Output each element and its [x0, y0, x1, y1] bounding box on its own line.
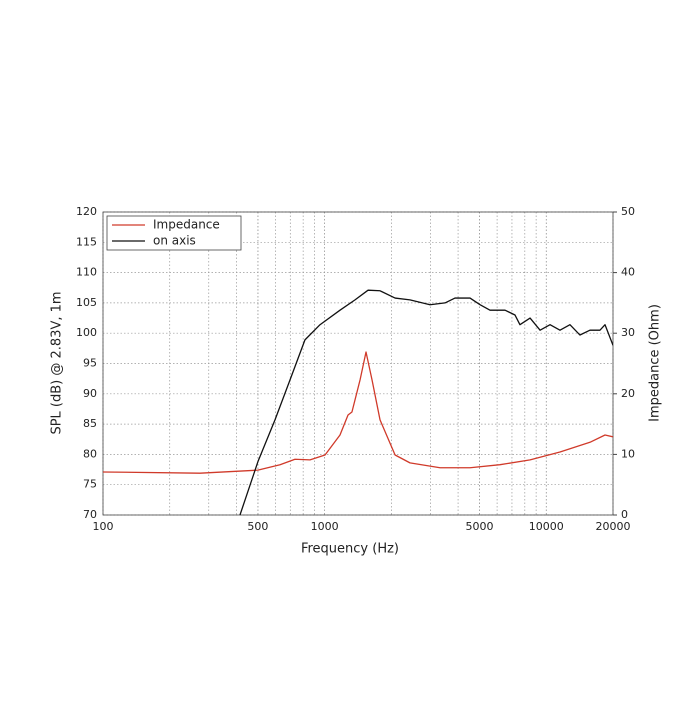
x-axis-label: Frequency (Hz) — [301, 542, 399, 557]
legend-label: Impedance — [153, 218, 220, 232]
x-tick-label: 100 — [93, 520, 114, 533]
y-tick-label: 95 — [83, 357, 97, 370]
y-tick-label: 75 — [83, 478, 97, 491]
y-tick-label: 85 — [83, 417, 97, 430]
x-tick-label: 20000 — [596, 520, 631, 533]
y-tick-label: 70 — [83, 508, 97, 521]
y-tick-label: 90 — [83, 387, 97, 400]
series-line — [239, 289, 613, 515]
y2-tick-label: 10 — [621, 447, 635, 460]
y-tick-label: 80 — [83, 447, 97, 460]
x-tick-label: 1000 — [311, 520, 339, 533]
x-tick-label: 10000 — [529, 520, 564, 533]
y-axis-label: SPL (dB) @ 2.83V, 1m — [50, 291, 65, 434]
y-tick-label: 115 — [76, 235, 97, 248]
y2-tick-label: 20 — [621, 387, 635, 400]
legend-label: on axis — [153, 234, 196, 248]
y-tick-label: 110 — [76, 266, 97, 279]
y-tick-label: 105 — [76, 296, 97, 309]
y2-tick-label: 0 — [621, 508, 628, 521]
series-line — [103, 351, 613, 474]
y2-tick-label: 50 — [621, 205, 635, 218]
plot-frame — [102, 211, 614, 516]
x-tick-label: 5000 — [466, 520, 494, 533]
x-tick-label: 500 — [247, 520, 268, 533]
y2-axis-label: Impedance (Ohm) — [648, 304, 663, 422]
y-tick-label: 100 — [76, 326, 97, 339]
y2-tick-label: 30 — [621, 326, 635, 339]
legend-box — [106, 215, 242, 251]
y-tick-label: 120 — [76, 205, 97, 218]
y2-tick-label: 40 — [621, 266, 635, 279]
